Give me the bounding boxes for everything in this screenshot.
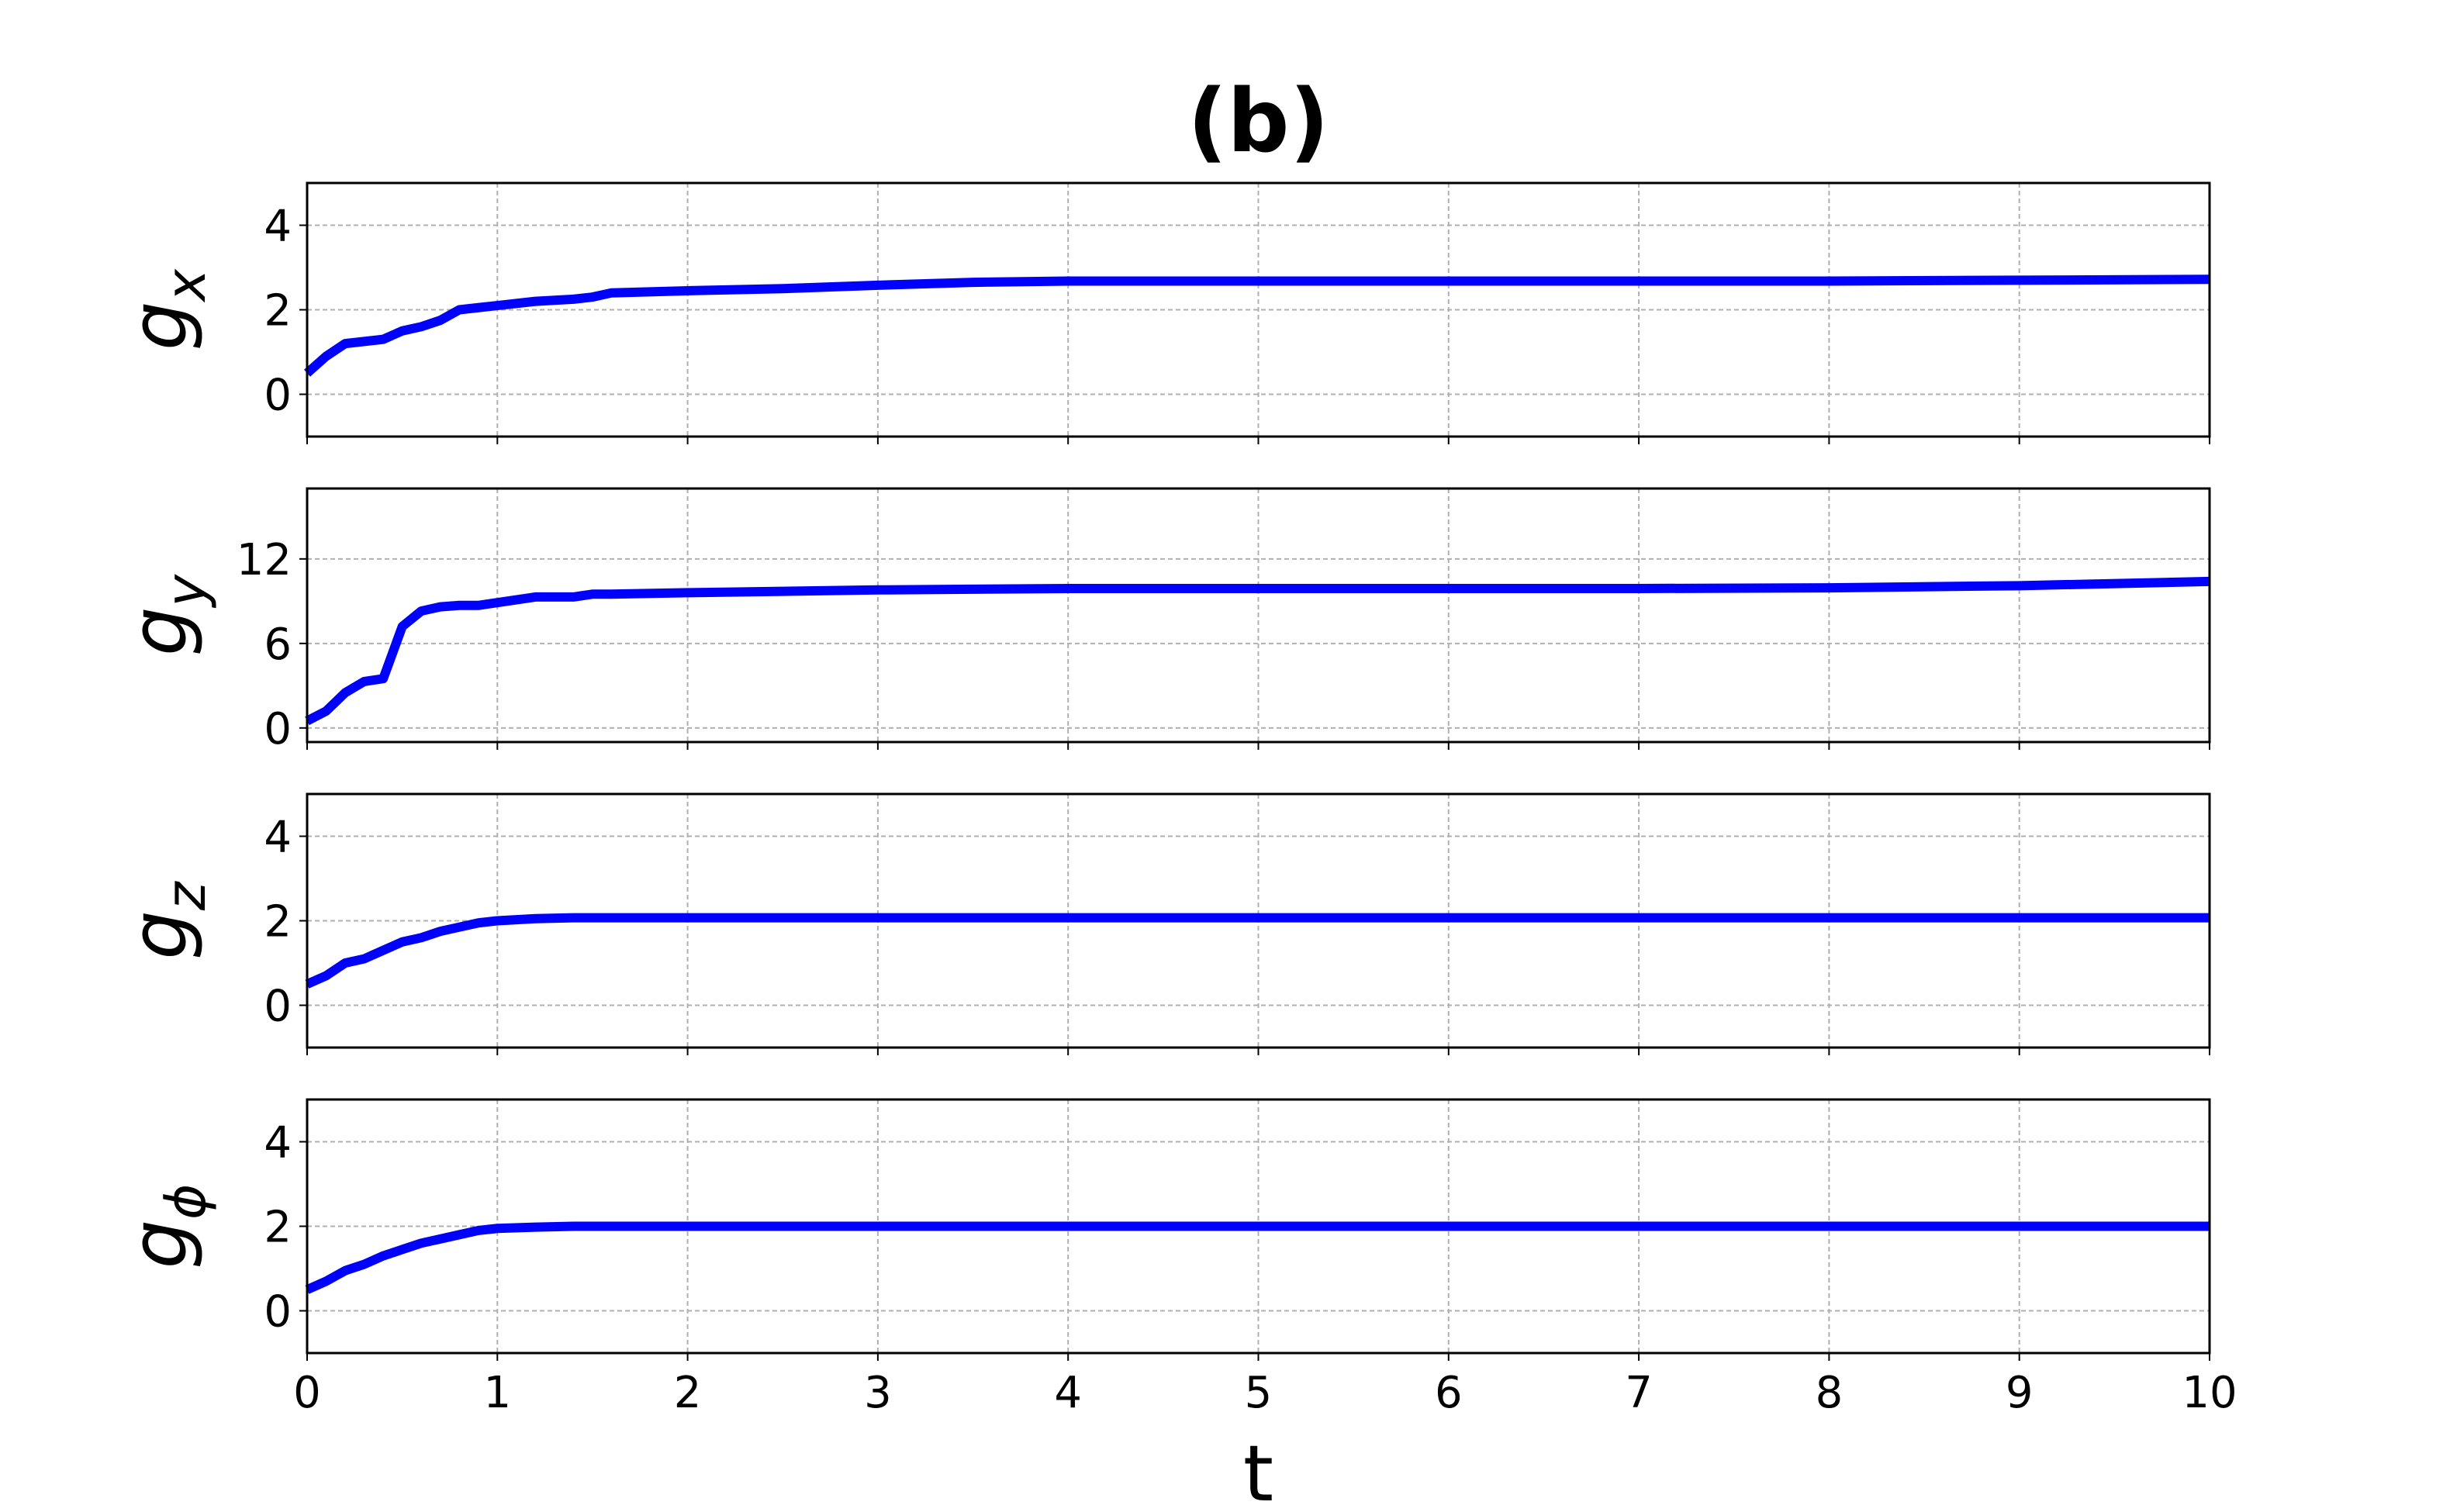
x-tick-label: 5 (1245, 1368, 1273, 1418)
y-tick-label: 0 (264, 371, 292, 421)
y-tick-label: 2 (264, 1203, 292, 1253)
y-label-sub: y (154, 573, 218, 608)
y-tick-label: 2 (264, 897, 292, 948)
y-label-base: g (114, 1220, 205, 1269)
y-label-sub: ϕ (154, 1184, 218, 1220)
x-tick-label: 3 (864, 1368, 892, 1418)
y-tick-label: 6 (264, 620, 292, 670)
y-axis-label: gx (114, 268, 218, 350)
x-tick-label: 4 (1054, 1368, 1082, 1418)
y-tick-label: 4 (264, 1118, 292, 1169)
plot-frame (306, 1098, 2211, 1355)
x-tick-label: 1 (483, 1368, 511, 1418)
data-line (305, 913, 2210, 989)
plot-frame (306, 792, 2211, 1049)
y-axis-label: gϕ (114, 1184, 218, 1269)
x-axis-label: t (1243, 1428, 1273, 1512)
plot-frame (306, 487, 2211, 744)
y-label-sub: x (154, 268, 218, 302)
y-tick-label: 4 (264, 202, 292, 252)
y-tick-label: 12 (237, 535, 292, 585)
data-line (305, 1221, 2210, 1294)
y-tick-label: 0 (264, 1287, 292, 1338)
x-tick-label: 10 (2182, 1368, 2237, 1418)
y-label-base: g (114, 910, 205, 959)
y-axis-label: gy (114, 573, 218, 655)
plot-frame (306, 181, 2211, 438)
chart-title: (b) (1187, 71, 1329, 172)
x-tick-label: 9 (2006, 1368, 2034, 1418)
x-tick-label: 7 (1625, 1368, 1653, 1418)
y-label-sub: z (154, 880, 218, 911)
x-tick-label: 6 (1435, 1368, 1463, 1418)
data-line (305, 576, 2210, 726)
y-label-base: g (114, 301, 205, 350)
x-tick-label: 2 (674, 1368, 702, 1418)
data-line (304, 274, 2210, 377)
y-tick-label: 4 (264, 813, 292, 863)
y-tick-label: 0 (264, 982, 292, 1032)
y-label-base: g (114, 606, 205, 655)
y-tick-label: 0 (264, 704, 292, 754)
x-tick-label: 8 (1816, 1368, 1843, 1418)
y-axis-label: gz (114, 880, 218, 959)
x-tick-label: 0 (293, 1368, 321, 1418)
y-tick-label: 2 (264, 286, 292, 337)
